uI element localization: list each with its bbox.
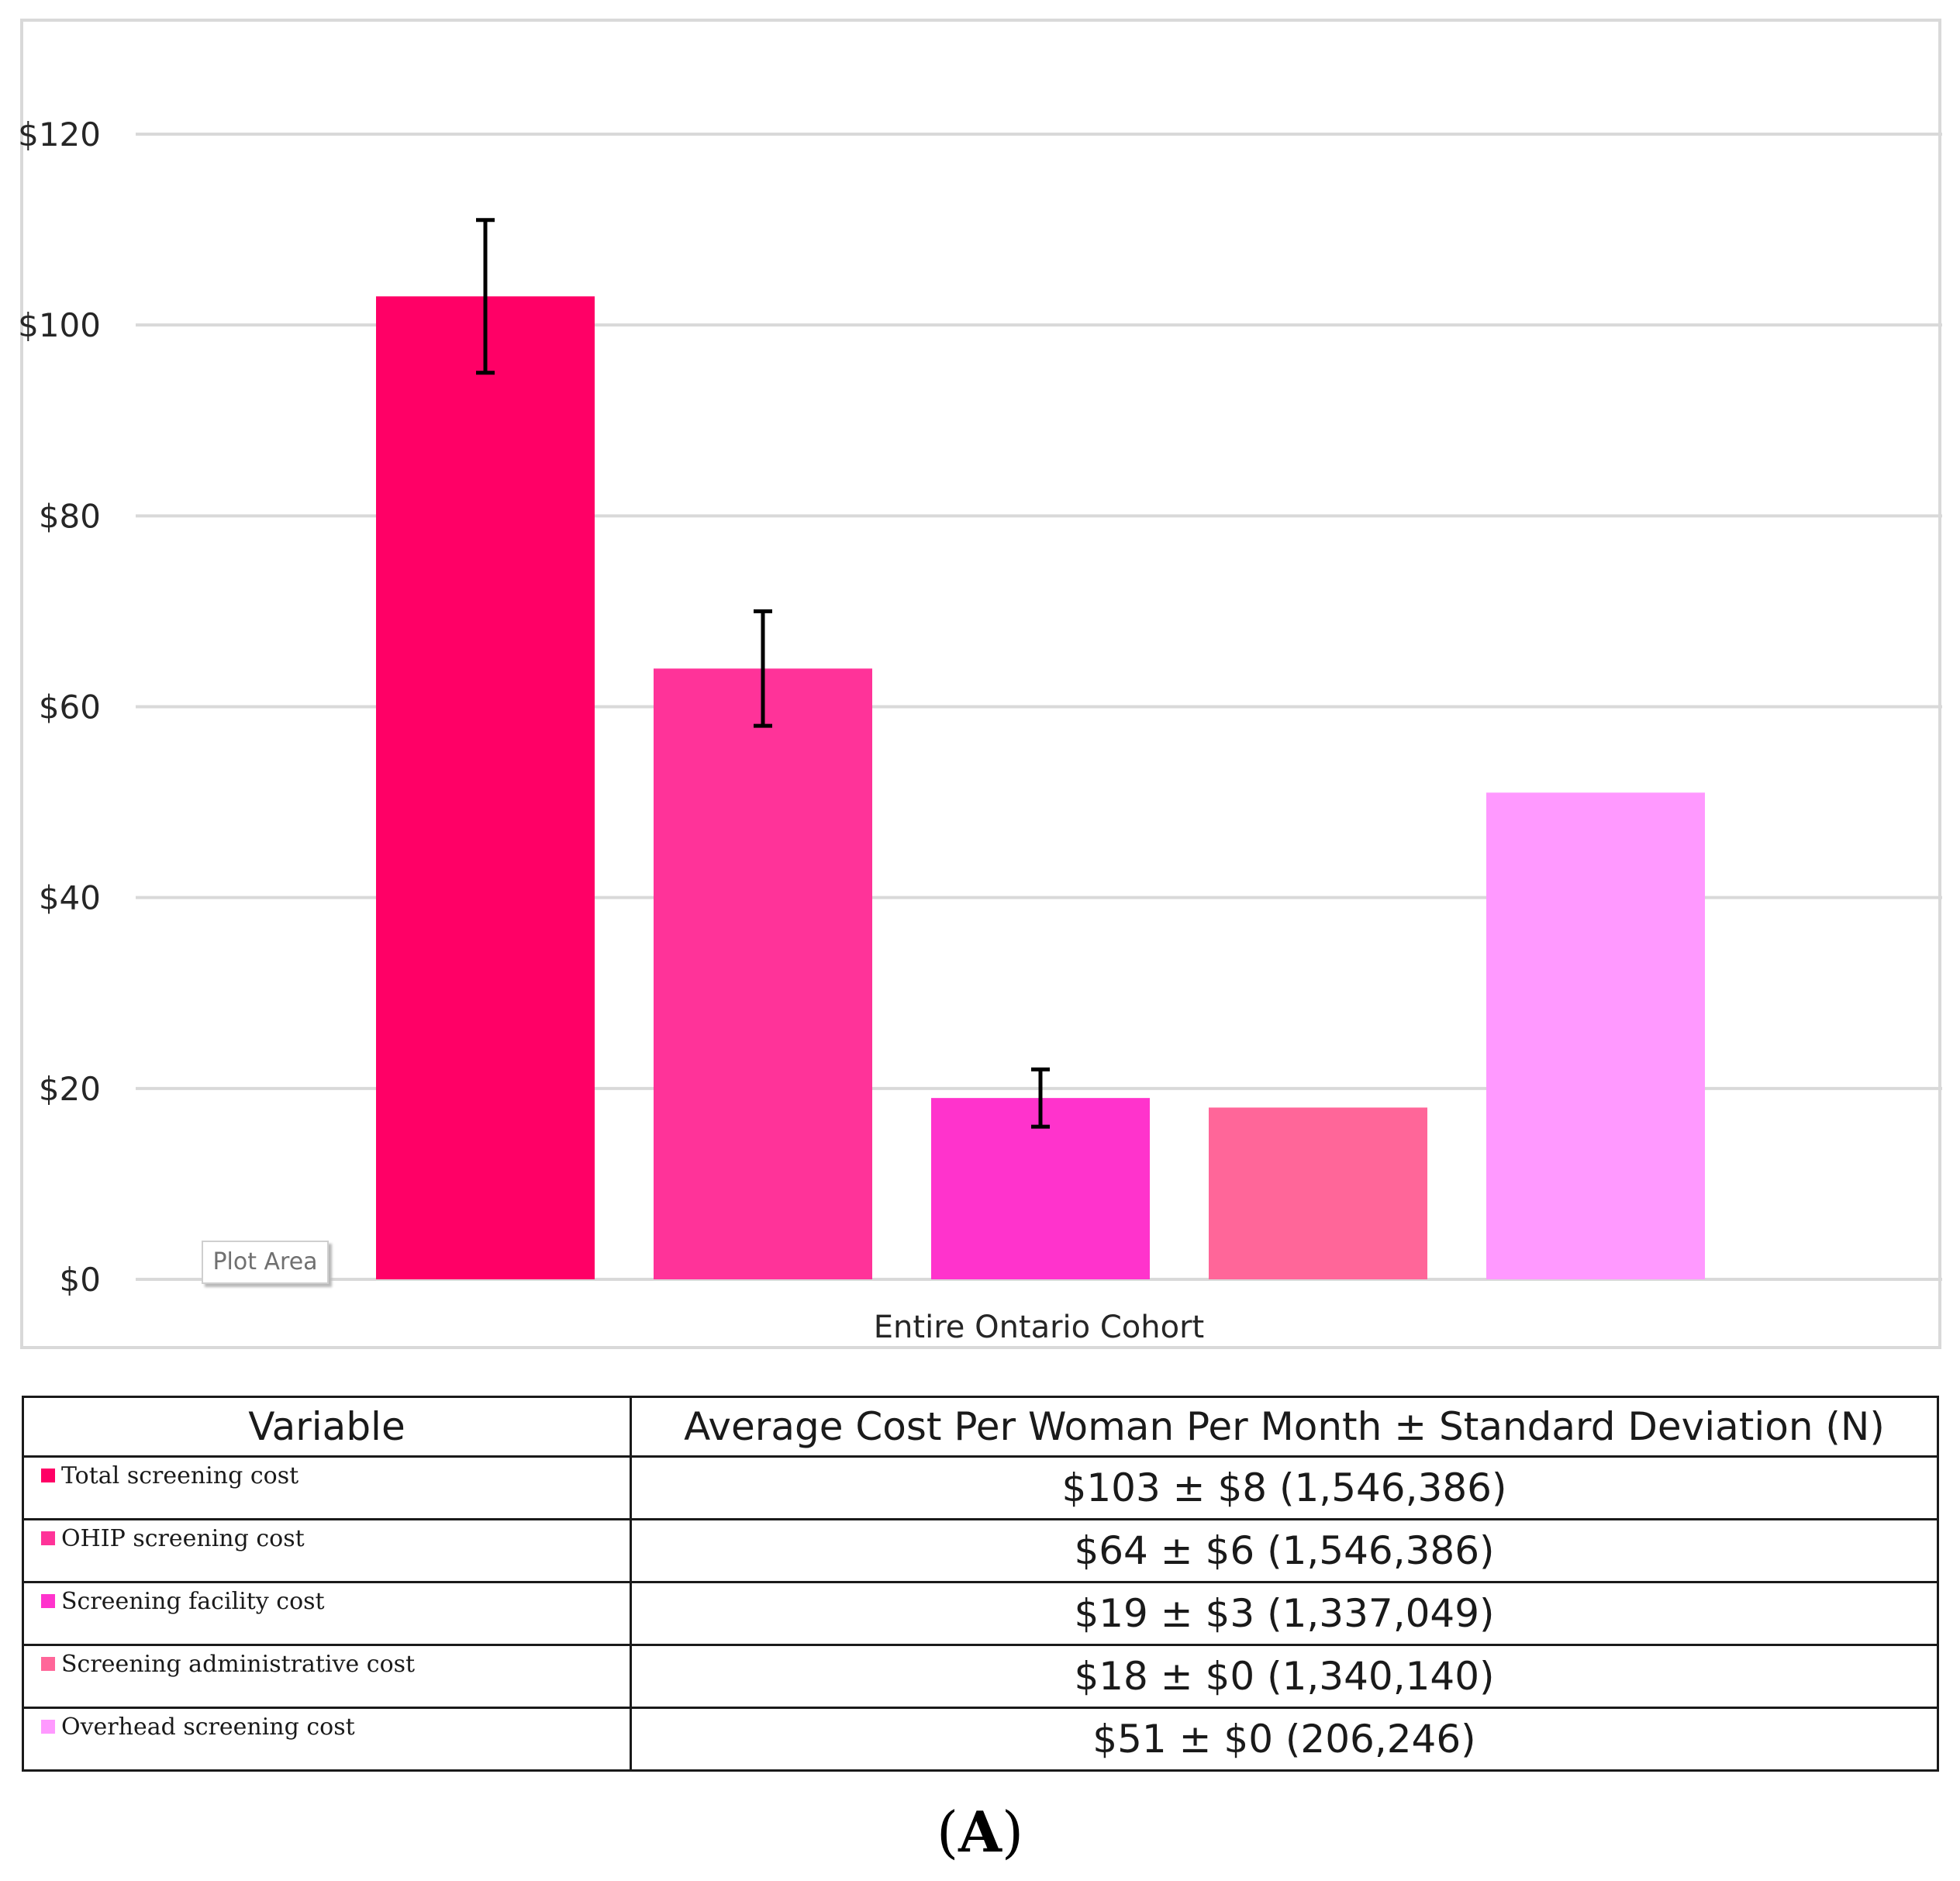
panel-label: (A) (0, 1799, 1960, 1865)
y-tick-label: $40 (39, 879, 101, 917)
table-row: Screening administrative cost $18 ± $0 (1… (22, 1644, 1939, 1709)
variable-label: Screening facility cost (61, 1588, 325, 1615)
legend-swatch (41, 1531, 55, 1545)
value-cell: $103 ± $8 (1,546,386) (630, 1455, 1939, 1520)
header-variable: Variable (22, 1396, 632, 1458)
table-row: Total screening cost $103 ± $8 (1,546,386… (22, 1455, 1939, 1520)
legend-swatch (41, 1594, 55, 1608)
table-row: Overhead screening cost $51 ± $0 (206,246… (22, 1707, 1939, 1772)
variable-cell: Screening facility cost (22, 1581, 632, 1646)
plot-area-tag: Plot Area (202, 1241, 329, 1284)
bar-ohip-screening-cost (654, 668, 872, 1279)
value-cell: $51 ± $0 (206,246) (630, 1707, 1939, 1772)
variable-cell: Overhead screening cost (22, 1707, 632, 1772)
value-cell: $64 ± $6 (1,546,386) (630, 1518, 1939, 1583)
bar-chart: $0 $20 $40 $60 $80 $100 $120 Entire Ontario Coh… (18, 116, 1942, 1345)
value-cell: $19 ± $3 (1,337,049) (630, 1581, 1939, 1646)
y-tick-label: $120 (18, 116, 101, 154)
variable-label: Total screening cost (61, 1462, 299, 1489)
variable-label: OHIP screening cost (61, 1525, 305, 1552)
legend-swatch (41, 1657, 55, 1671)
panel-label-letter: A (958, 1799, 1002, 1865)
bar-screening-administrative-cost (1209, 1107, 1427, 1279)
variable-cell: Total screening cost (22, 1455, 632, 1520)
variable-cell: Screening administrative cost (22, 1644, 632, 1709)
table-header-row: Variable Average Cost Per Woman Per Mont… (22, 1396, 1939, 1458)
bar-overhead-screening-cost (1486, 792, 1705, 1279)
bar-total-screening-cost (376, 296, 595, 1279)
table-row: OHIP screening cost $64 ± $6 (1,546,386) (22, 1518, 1939, 1583)
x-category-label: Entire Ontario Cohort (874, 1310, 1204, 1345)
cost-table: Variable Average Cost Per Woman Per Mont… (22, 1396, 1939, 1772)
variable-cell: OHIP screening cost (22, 1518, 632, 1583)
y-tick-label: $20 (39, 1070, 101, 1108)
header-average-cost: Average Cost Per Woman Per Month ± Stand… (630, 1396, 1939, 1458)
variable-label: Screening administrative cost (61, 1651, 416, 1678)
y-tick-label: $80 (39, 497, 101, 535)
y-tick-label: $0 (60, 1261, 101, 1299)
variable-label: Overhead screening cost (61, 1714, 355, 1741)
legend-swatch (41, 1720, 55, 1734)
value-cell: $18 ± $0 (1,340,140) (630, 1644, 1939, 1709)
panel-label-open: ( (936, 1800, 959, 1865)
y-tick-label: $60 (39, 689, 101, 727)
table-row: Screening facility cost $19 ± $3 (1,337,0… (22, 1581, 1939, 1646)
y-tick-label: $100 (18, 306, 101, 344)
legend-swatch (41, 1469, 55, 1482)
panel-label-close: ) (1001, 1800, 1024, 1865)
